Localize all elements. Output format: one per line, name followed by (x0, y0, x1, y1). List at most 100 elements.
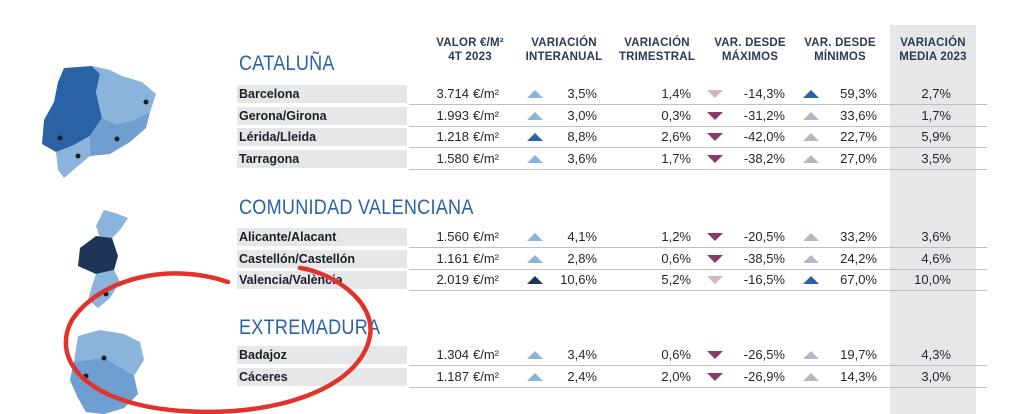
header-maximos: VAR. DESDE MÁXIMOS (714, 37, 786, 63)
table-row: Badajoz 1.304 €/m² 3,4% 0,6% -26,5% 19,7% 4,3% (237, 345, 987, 366)
trend-up-icon (803, 372, 819, 381)
table-row: Barcelona 3.714 €/m² 3,5% 1,4% -14,3% 59,3% 2,7… (237, 84, 987, 105)
maximos-value: -26,9% (743, 368, 785, 384)
header-valor: VALOR €/M² 4T 2023 (436, 37, 504, 63)
province-name: Valencia/València (237, 271, 407, 290)
row-divider (409, 268, 987, 270)
valor-value: 1.304 (436, 347, 469, 362)
minimos-value: 33,6% (840, 107, 877, 123)
media-value: 2,7% (921, 86, 951, 101)
minimos-value: 24,2% (840, 250, 877, 266)
trend-up-icon (527, 155, 543, 164)
row-divider (409, 125, 987, 127)
maximos-value: -38,2% (743, 151, 785, 167)
unit-label: €/m² (473, 250, 499, 266)
trend-up-icon (803, 351, 819, 359)
trend-up-icon (803, 111, 819, 120)
valor-value: 2.019 (436, 272, 469, 288)
unit-label: €/m² (473, 272, 499, 288)
interanual-value: 3,4% (567, 347, 597, 362)
province-name: Barcelona (237, 85, 407, 103)
row-divider (409, 104, 987, 105)
valencia-map-icon (78, 210, 128, 308)
row-divider (409, 169, 987, 171)
table-row: Lérida/Lleida 1.218 €/m² 8,8% 2,6% -42,0% 22,7… (237, 127, 987, 149)
table-row: Gerona/Girona 1.993 €/m² 3,0% 0,3% -31,2% 33,6… (237, 106, 987, 127)
province-name: Lérida/Lleida (237, 128, 407, 147)
highlight-column-media (890, 25, 976, 414)
minimos-value: 22,7% (840, 129, 877, 145)
trimestral-value: 2,6% (661, 129, 691, 145)
trend-up-icon (527, 90, 543, 98)
trend-down-icon (707, 372, 723, 381)
minimos-value: 27,0% (840, 151, 877, 167)
trimestral-value: 0,6% (661, 347, 691, 362)
row-divider (409, 147, 987, 149)
trimestral-value: 0,3% (661, 107, 691, 123)
province-name: Tarragona (237, 150, 407, 169)
trimestral-value: 1,7% (661, 151, 691, 167)
region-title-cataluna: CATALUÑA (239, 52, 335, 75)
valor-value: 1.993 (436, 107, 469, 123)
media-value: 5,9% (921, 129, 951, 145)
minimos-value: 33,2% (840, 229, 877, 244)
province-name: Badajoz (237, 346, 407, 364)
row-divider (409, 386, 987, 388)
valor-value: 1.187 (436, 368, 469, 384)
trend-up-icon (527, 276, 543, 285)
header-trimestral: VARIACIÓN TRIMESTRAL (618, 37, 696, 63)
row-divider (409, 290, 987, 292)
maximos-value: -38,5% (743, 250, 785, 266)
trend-down-icon (707, 155, 723, 164)
trend-up-icon (803, 133, 819, 142)
extremadura-map-icon (70, 330, 144, 414)
media-value: 3,0% (921, 368, 951, 384)
table-row: Tarragona 1.580 €/m² 3,6% 1,7% -38,2% 27,0% 3,5… (237, 149, 987, 171)
maximos-value: -42,0% (743, 129, 785, 145)
table-row: Valencia/València 2.019 €/m² 10,6% 5,2% -16,5… (237, 270, 987, 292)
trend-up-icon (527, 351, 543, 359)
valor-value: 1.161 (436, 250, 469, 266)
trend-down-icon (707, 233, 723, 241)
trend-up-icon (527, 233, 543, 241)
interanual-value: 2,8% (567, 250, 597, 266)
interanual-value: 3,6% (567, 151, 597, 167)
valor-value: 1.580 (436, 151, 469, 167)
maximos-value: -16,5% (743, 272, 785, 288)
maximos-value: -20,5% (743, 229, 785, 244)
media-value: 4,3% (921, 347, 951, 362)
media-value: 10,0% (914, 272, 951, 288)
trimestral-value: 0,6% (661, 250, 691, 266)
trend-down-icon (707, 111, 723, 120)
unit-label: €/m² (473, 129, 499, 145)
table-row: Cáceres 1.187 €/m² 2,4% 2,0% -26,9% 14,3% 3,0% (237, 367, 987, 388)
interanual-value: 8,8% (567, 129, 597, 145)
media-value: 4,6% (921, 250, 951, 266)
trend-up-icon (527, 133, 543, 142)
trend-up-icon (803, 276, 819, 285)
trimestral-value: 5,2% (661, 272, 691, 288)
province-name: Alicante/Alacant (237, 228, 407, 246)
trend-down-icon (707, 133, 723, 142)
media-value: 1,7% (921, 107, 951, 123)
valor-value: 1.218 (436, 129, 469, 145)
maximos-value: -14,3% (743, 86, 785, 101)
row-divider (409, 247, 987, 248)
trend-down-icon (707, 276, 723, 285)
interanual-value: 10,6% (560, 272, 597, 288)
trend-down-icon (707, 90, 723, 98)
unit-label: €/m² (473, 151, 499, 167)
trend-up-icon (803, 155, 819, 164)
trend-up-icon (527, 372, 543, 381)
trend-down-icon (707, 254, 723, 263)
unit-label: €/m² (473, 229, 499, 244)
header-minimos: VAR. DESDE MÍNIMOS (804, 37, 876, 63)
trimestral-value: 2,0% (661, 368, 691, 384)
region-title-valencia: COMUNIDAD VALENCIANA (239, 196, 474, 219)
trend-down-icon (707, 351, 723, 359)
unit-label: €/m² (473, 86, 499, 101)
header-interanual: VARIACIÓN INTERANUAL (525, 37, 603, 63)
trend-up-icon (803, 90, 819, 98)
province-name: Castellón/Castellón (237, 249, 407, 268)
valor-value: 1.560 (436, 229, 469, 244)
